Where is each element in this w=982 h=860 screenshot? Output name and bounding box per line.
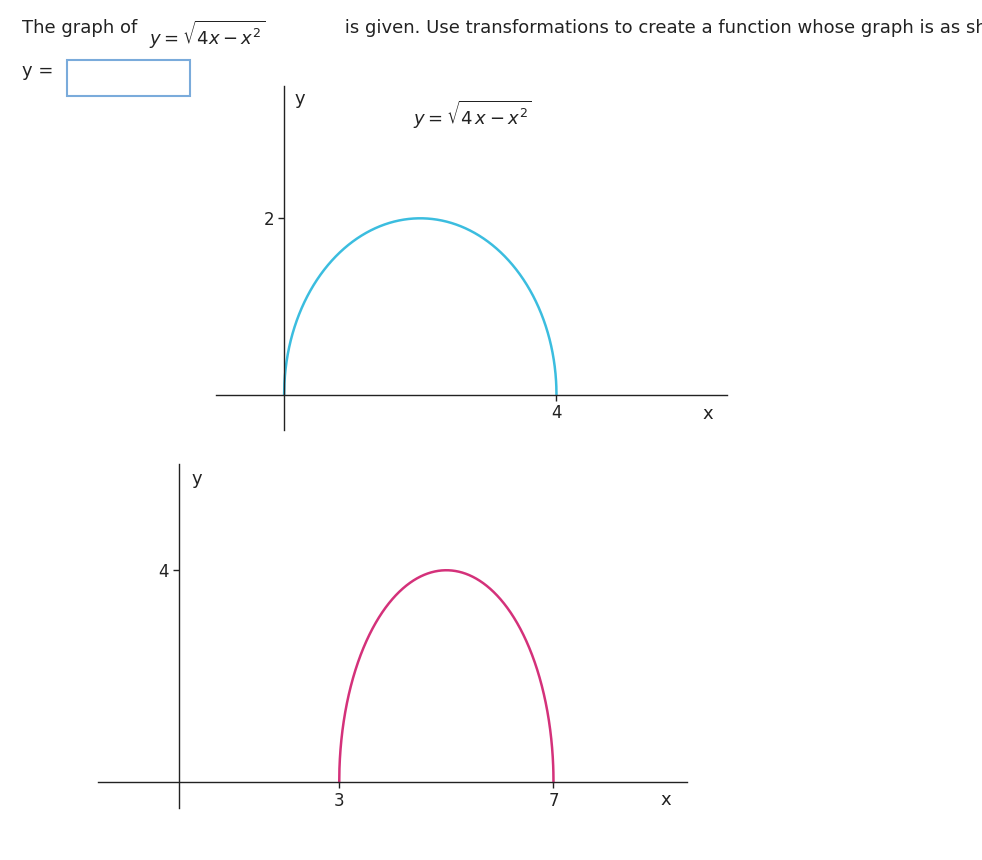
Text: x: x [702,405,713,423]
Text: $y = \sqrt{4\,x - x^2}$: $y = \sqrt{4\,x - x^2}$ [413,99,532,132]
Text: $y = \sqrt{4x - x^2}$: $y = \sqrt{4x - x^2}$ [149,19,265,51]
Text: x: x [661,791,672,809]
Text: y =: y = [22,62,53,80]
Text: y: y [191,470,202,488]
Text: y: y [295,90,305,108]
Text: is given. Use transformations to create a function whose graph is as shown.: is given. Use transformations to create … [339,19,982,37]
Text: The graph of: The graph of [22,19,142,37]
